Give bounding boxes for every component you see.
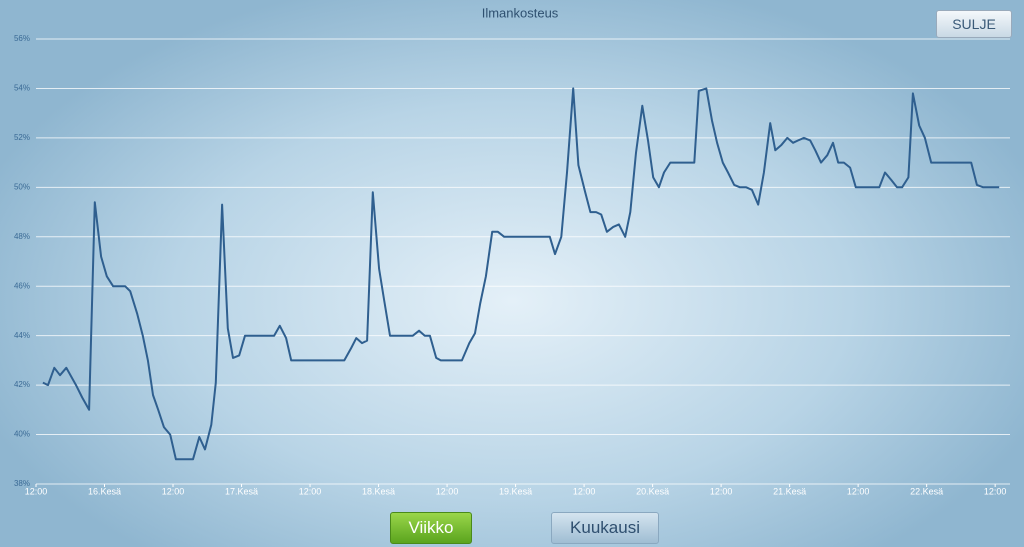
- x-tick-label: 12:00: [299, 486, 322, 496]
- x-tick-label: 12:00: [436, 486, 459, 496]
- x-tick-label: 21.Kesä: [773, 486, 806, 496]
- x-tick-label: 12:00: [984, 486, 1007, 496]
- chart-title: Ilmankosteus: [482, 5, 559, 20]
- month-button[interactable]: Kuukausi: [551, 512, 659, 544]
- line: [42, 87, 1000, 461]
- x-tick-label: 12:00: [25, 486, 48, 496]
- x-tick-label: 20.Kesä: [636, 486, 669, 496]
- x-tick-label: 17.Kesä: [225, 486, 258, 496]
- y-tick-label: 38%: [14, 479, 30, 488]
- x-tick-label: 19.Kesä: [499, 486, 532, 496]
- y-tick-label: 52%: [14, 133, 30, 142]
- y-tick-label: 54%: [14, 84, 30, 93]
- y-tick-label: 42%: [14, 380, 30, 389]
- close-button[interactable]: SULJE: [936, 10, 1012, 38]
- x-tick-label: 12:00: [710, 486, 733, 496]
- y-tick-label: 46%: [14, 281, 30, 290]
- x-tick-label: 18.Kesä: [362, 486, 395, 496]
- y-tick-label: 50%: [14, 182, 30, 191]
- x-tick-label: 12:00: [162, 486, 185, 496]
- x-tick-label: 12:00: [573, 486, 596, 496]
- x-tick-label: 22.Kesä: [910, 486, 943, 496]
- y-tick-label: 48%: [14, 232, 30, 241]
- y-tick-label: 44%: [14, 331, 30, 340]
- week-button[interactable]: Viikko: [390, 512, 472, 544]
- x-tick-label: 12:00: [847, 486, 870, 496]
- y-tick-label: 56%: [14, 34, 30, 43]
- y-tick-label: 40%: [14, 430, 30, 439]
- x-tick-label: 16.Kesä: [88, 486, 121, 496]
